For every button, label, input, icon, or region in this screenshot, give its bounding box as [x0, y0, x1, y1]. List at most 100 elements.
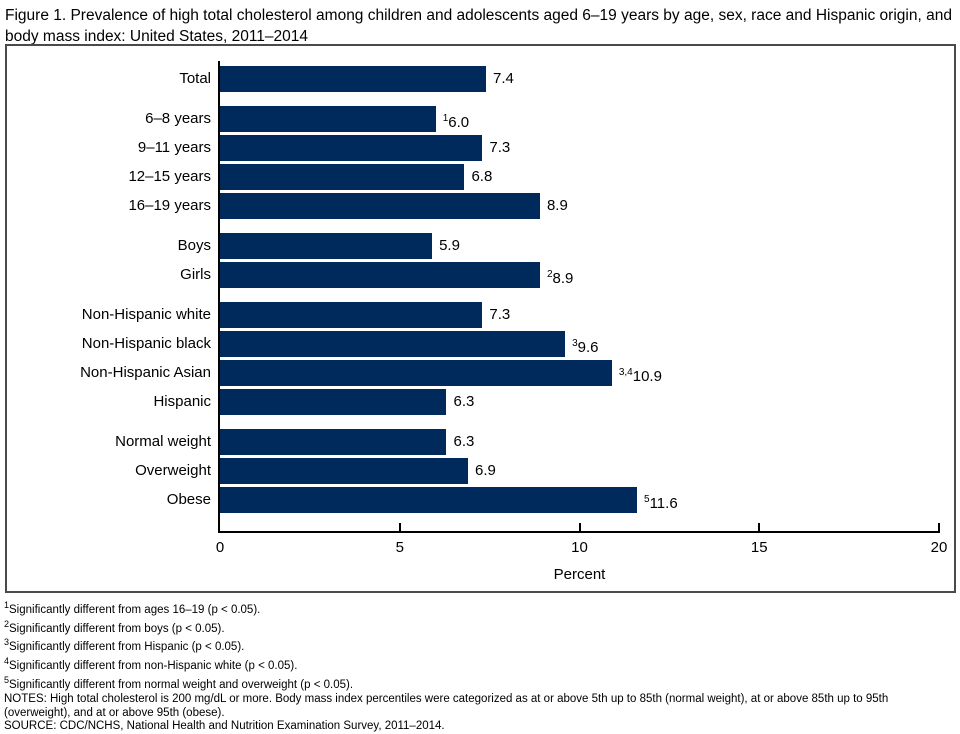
bar [220, 262, 540, 288]
value-superscript: 2 [546, 269, 553, 280]
footnote-line: 2Significantly different from boys (p < … [4, 618, 225, 635]
category-label: 12–15 years [128, 168, 211, 185]
bar [220, 331, 566, 357]
bar-row: Girls 28.9 [7, 262, 939, 288]
value-superscript: 5 [644, 494, 650, 505]
x-tick-label: 5 [395, 539, 404, 556]
bar-row: 6–8 years 16.0 [7, 106, 939, 132]
x-tick-mark [398, 523, 401, 531]
bar [220, 135, 483, 161]
x-tick-label: 15 [750, 539, 768, 556]
bar-track: 6.9 [220, 458, 939, 484]
value-superscript: 1 [442, 113, 449, 124]
bar-track: 16.0 [220, 106, 939, 132]
footnote-line: 4Significantly different from non-Hispan… [4, 656, 298, 673]
category-label: Non-Hispanic Asian [80, 364, 211, 381]
category-label: Girls [180, 266, 211, 283]
chart-frame: Total 7.4 6–8 years 16.0 9–11 years 7.3 12–15 … [5, 44, 956, 593]
x-tick-label: 10 [571, 539, 588, 556]
category-label: Non-Hispanic white [81, 306, 211, 323]
bar-track: 8.9 [220, 193, 939, 219]
x-tick-mark [938, 523, 940, 531]
bar [220, 164, 465, 190]
value-label: 28.9 [546, 269, 574, 287]
category-label: Non-Hispanic black [81, 335, 211, 352]
category-label: Total [179, 70, 211, 87]
value-label: 6.9 [475, 462, 496, 479]
x-tick-label: 0 [215, 539, 225, 556]
bar [220, 233, 433, 259]
category-label: 16–19 years [128, 197, 211, 214]
category-label: 6–8 years [145, 110, 211, 127]
footnote-superscript: 3 [4, 637, 10, 648]
bar [220, 389, 447, 415]
bar-track: 3,410.9 [220, 360, 939, 386]
x-axis-title: Percent [553, 566, 606, 583]
value-label: 511.6 [644, 494, 678, 512]
x-tick-mark [758, 523, 761, 531]
bar-track: 7.4 [220, 66, 939, 92]
bar [220, 360, 612, 386]
bar-row: Non-Hispanic black 39.6 [7, 331, 939, 357]
bar-row: Total 7.4 [7, 66, 939, 92]
bar [220, 66, 487, 92]
value-label: 5.9 [439, 237, 460, 254]
category-label: Obese [166, 491, 211, 508]
bar-row: Obese 511.6 [7, 487, 939, 513]
footnote-line: SOURCE: CDC/NCHS, National Health and Nu… [4, 720, 445, 733]
x-axis-line [218, 531, 940, 533]
bar-row: Normal weight 6.3 [7, 429, 939, 455]
bar [220, 302, 483, 328]
bar-row: Hispanic 6.3 [7, 389, 939, 415]
category-label: Overweight [135, 462, 211, 479]
value-label: 8.9 [546, 197, 568, 214]
value-label: 3,410.9 [618, 367, 662, 385]
bar-track: 6.3 [220, 429, 939, 455]
bar-row: Overweight 6.9 [7, 458, 939, 484]
bar [220, 487, 638, 513]
footnote-superscript: 4 [4, 656, 10, 667]
bar [220, 458, 469, 484]
value-label: 6.3 [453, 393, 475, 410]
category-label: 9–11 years [137, 139, 211, 156]
footnote-line: 5Significantly different from normal wei… [4, 674, 354, 691]
bar-group-race-hispanic-origin: Non-Hispanic white 7.3 Non-Hispanic black 3… [7, 302, 939, 415]
footnote-superscript: 1 [4, 600, 10, 610]
value-label: 6.3 [453, 433, 475, 450]
value-label: 6.8 [471, 168, 493, 185]
bar [220, 429, 447, 455]
bar-track: 39.6 [220, 331, 939, 357]
bar-track: 511.6 [220, 487, 939, 513]
bar-track: 6.8 [220, 164, 939, 190]
value-label: 7.4 [493, 70, 514, 87]
bar-row: Non-Hispanic white 7.3 [7, 302, 939, 328]
category-label: Boys [177, 237, 211, 254]
bar-row: 9–11 years 7.3 [7, 135, 939, 161]
value-label: 7.3 [489, 306, 511, 323]
bar-row: Non-Hispanic Asian 3,410.9 [7, 360, 939, 386]
bar-track: 6.3 [220, 389, 939, 415]
footnote-superscript: 2 [4, 618, 10, 629]
footnote-line: 3Significantly different from Hispanic (… [4, 637, 245, 654]
bar-group-age: 6–8 years 16.0 9–11 years 7.3 12–15 years 6.8… [7, 106, 939, 219]
bar-group-sex: Boys 5.9 Girls 28.9 [7, 233, 939, 288]
x-tick-mark [578, 523, 581, 531]
value-superscript: 3,4 [618, 367, 633, 378]
value-superscript: 3 [572, 338, 578, 349]
bar-row: 16–19 years 8.9 [7, 193, 939, 219]
bar [220, 106, 436, 132]
x-tick-label: 20 [930, 539, 948, 556]
bar-chart: Total 7.4 6–8 years 16.0 9–11 years 7.3 12–15 … [7, 66, 939, 513]
footnote-line: NOTES: High total cholesterol is 200 mg/… [4, 692, 889, 719]
value-label: 7.3 [489, 139, 511, 156]
bar-row: 12–15 years 6.8 [7, 164, 939, 190]
category-label: Hispanic [153, 393, 211, 410]
bar-group-body-mass-index: Normal weight 6.3 Overweight 6.9 Obese 511.6 [7, 429, 939, 513]
bar-row: Boys 5.9 [7, 233, 939, 259]
bar-track: 5.9 [220, 233, 939, 259]
footnote-line: 1Significantly different from ages 16–19… [4, 600, 261, 616]
category-label: Normal weight [115, 433, 211, 450]
bar [220, 193, 540, 219]
bar-group-total: Total 7.4 [7, 66, 939, 92]
bar-track: 7.3 [220, 302, 939, 328]
